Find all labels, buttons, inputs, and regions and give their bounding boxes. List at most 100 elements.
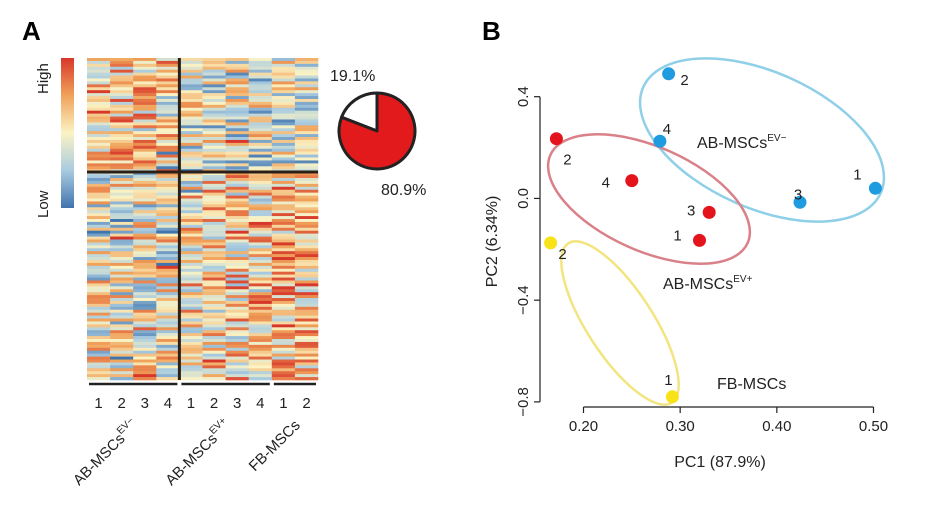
heatmap-cell xyxy=(133,341,157,346)
heatmap-cell xyxy=(202,257,226,261)
heatmap-cell xyxy=(179,104,203,109)
heatmap-cell xyxy=(156,125,180,129)
heatmap-cell xyxy=(271,128,296,132)
heatmap-cell xyxy=(225,362,249,366)
heatmap-cell xyxy=(133,128,157,132)
heatmap-cell xyxy=(202,339,226,343)
heatmap-cell xyxy=(202,374,226,378)
heatmap-cell xyxy=(133,207,157,211)
heatmap-cell xyxy=(87,96,111,100)
heatmap-cell xyxy=(202,312,226,316)
heatmap-cell xyxy=(156,236,180,240)
heatmap-cell xyxy=(225,265,249,270)
heatmap-cell xyxy=(225,321,249,325)
heatmap-cell xyxy=(87,113,111,117)
heatmap-cell xyxy=(87,303,111,308)
heatmap-cell xyxy=(294,280,319,284)
heatmap-cell xyxy=(294,166,319,170)
heatmap-cell xyxy=(225,289,249,293)
heatmap-cell xyxy=(202,166,226,170)
heatmap-cell xyxy=(202,195,226,199)
heatmap-cell xyxy=(202,350,226,354)
heatmap-cell xyxy=(271,303,296,308)
heatmap-cell xyxy=(87,58,111,62)
heatmap-cell xyxy=(248,347,273,352)
heatmap-cell xyxy=(225,239,249,243)
heatmap-cell xyxy=(179,207,203,211)
heatmap-cell xyxy=(294,339,319,343)
heatmap-cell xyxy=(225,227,249,232)
heatmap-cell xyxy=(294,157,319,161)
heatmap-cell xyxy=(179,271,203,275)
heatmap-cell xyxy=(110,298,134,302)
heatmap-cell xyxy=(179,125,203,129)
heatmap-cell xyxy=(271,347,296,352)
pie-slice-label: 19.1% xyxy=(330,68,375,85)
heatmap-cell xyxy=(156,327,180,331)
heatmap-cell xyxy=(156,347,180,352)
heatmap-cell xyxy=(294,131,319,135)
heatmap-cell xyxy=(271,84,296,88)
heatmap-cell xyxy=(179,350,203,354)
heatmap-cell xyxy=(179,98,203,103)
heatmap-cell xyxy=(271,289,296,293)
heatmap-cell xyxy=(294,66,319,71)
heatmap-cell xyxy=(156,107,180,111)
heatmap-cell xyxy=(133,262,157,267)
heatmap-cell xyxy=(202,122,226,126)
heatmap-cell xyxy=(225,137,249,141)
heatmap-cell xyxy=(248,90,273,94)
heatmap-cell xyxy=(179,151,203,155)
heatmap-cell xyxy=(110,224,134,229)
heatmap-cell xyxy=(133,333,157,337)
heatmap-cell xyxy=(271,204,296,208)
heatmap-cell xyxy=(202,271,226,275)
heatmap-cell xyxy=(87,224,111,229)
heatmap-cell xyxy=(202,254,226,258)
heatmap-cell xyxy=(179,107,203,111)
heatmap-cell xyxy=(133,233,157,237)
heatmap-cell xyxy=(156,362,180,366)
heatmap-cell xyxy=(87,262,111,267)
heatmap-cell xyxy=(248,224,273,229)
heatmap-cell xyxy=(179,295,203,299)
heatmap-cell xyxy=(179,122,203,126)
heatmap-cell xyxy=(225,195,249,199)
heatmap-cell xyxy=(202,113,226,117)
heatmap-cell xyxy=(225,72,249,76)
heatmap-cell xyxy=(294,356,319,360)
heatmap-cell xyxy=(133,298,157,302)
heatmap-cell xyxy=(87,157,111,161)
heatmap-cell xyxy=(133,78,157,82)
data-point xyxy=(625,174,639,188)
heatmap-cell xyxy=(133,245,157,249)
heatmap-cell xyxy=(271,315,296,319)
heatmap-cell xyxy=(87,186,111,191)
heatmap-cell xyxy=(202,251,226,255)
heatmap-cell xyxy=(87,298,111,302)
heatmap-cell xyxy=(179,318,203,322)
heatmap-cell xyxy=(156,233,180,237)
heatmap-column-label: 4 xyxy=(164,395,172,412)
heatmap-cell xyxy=(248,330,273,334)
heatmap-cell xyxy=(225,58,249,62)
heatmap-cell xyxy=(133,81,157,85)
heatmap-cell xyxy=(248,119,273,123)
heatmap-cell xyxy=(248,353,273,357)
heatmap-cell xyxy=(87,93,111,97)
heatmap-cell xyxy=(110,66,134,71)
heatmap-cell xyxy=(156,377,180,381)
heatmap-cell xyxy=(202,66,226,71)
point-label: 1 xyxy=(673,227,681,244)
heatmap-cell xyxy=(248,254,273,258)
heatmap-cell xyxy=(156,339,180,343)
heatmap-cell xyxy=(202,60,226,65)
heatmap-cell xyxy=(225,306,249,311)
heatmap-cell xyxy=(133,271,157,275)
heatmap-cell xyxy=(248,192,273,196)
heatmap-cell xyxy=(110,236,134,240)
heatmap-cell xyxy=(225,298,249,302)
heatmap-cell xyxy=(202,180,226,185)
heatmap-cell xyxy=(271,292,296,296)
heatmap-cell xyxy=(133,145,157,150)
